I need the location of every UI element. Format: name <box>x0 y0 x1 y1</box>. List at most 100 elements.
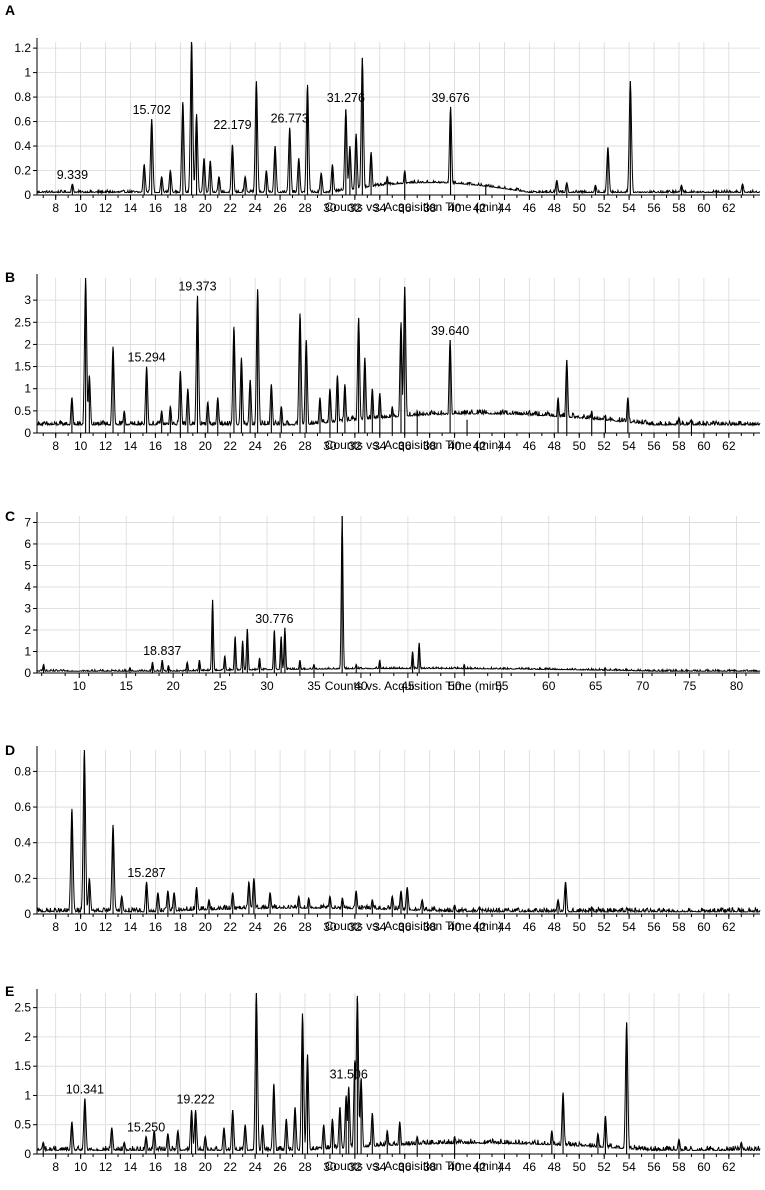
y-tick-label: 2.5 <box>14 1001 31 1015</box>
peak-annotation: 39.640 <box>431 324 469 338</box>
y-tick-label: 1.5 <box>14 1059 31 1073</box>
x-tick-label: 48 <box>548 920 562 934</box>
x-tick-label: 24 <box>248 439 262 453</box>
x-tick-label: 75 <box>683 679 697 693</box>
chromatogram-trace <box>36 278 761 427</box>
x-tick-label: 50 <box>448 679 462 693</box>
y-tick-label: 1 <box>24 66 31 80</box>
x-tick-label: 60 <box>697 439 711 453</box>
y-tick-label: 0.4 <box>14 836 31 850</box>
x-tick-label: 32 <box>348 920 362 934</box>
x-axis-title: Counts vs. Acquisition Time (min) <box>325 1159 502 1173</box>
x-tick-label: 10 <box>73 679 87 693</box>
x-tick-label: 34 <box>373 920 387 934</box>
peak-annotation: 30.776 <box>255 612 293 626</box>
x-tick-label: 56 <box>647 201 661 215</box>
x-tick-label: 52 <box>598 920 612 934</box>
y-tick-label: 0.5 <box>14 1118 31 1132</box>
x-tick-label: 42 <box>473 1160 487 1174</box>
x-tick-label: 36 <box>398 439 412 453</box>
x-tick-label: 12 <box>99 439 113 453</box>
y-tick-label: 7 <box>24 515 31 529</box>
x-tick-label: 60 <box>697 201 711 215</box>
x-tick-label: 36 <box>398 201 412 215</box>
x-tick-label: 10 <box>74 1160 88 1174</box>
x-tick-label: 26 <box>273 1160 287 1174</box>
x-tick-label: 26 <box>273 920 287 934</box>
x-tick-label: 38 <box>423 1160 437 1174</box>
y-tick-label: 1 <box>24 1088 31 1102</box>
x-tick-label: 50 <box>573 1160 587 1174</box>
x-tick-label: 40 <box>354 679 368 693</box>
x-tick-label: 42 <box>473 920 487 934</box>
peak-annotation: 39.676 <box>431 91 469 105</box>
y-tick-label: 5 <box>24 558 31 572</box>
x-tick-label: 40 <box>448 201 462 215</box>
x-axis-title: Counts vs. Acquisition Time (min) <box>325 919 502 933</box>
panel-label: B <box>5 269 15 285</box>
x-tick-label: 10 <box>74 439 88 453</box>
x-tick-label: 38 <box>423 439 437 453</box>
x-tick-label: 10 <box>74 920 88 934</box>
y-tick-label: 0 <box>24 907 31 921</box>
peak-annotation: 15.294 <box>128 351 166 365</box>
x-axis-title: Counts vs. Acquisition Time (min) <box>325 438 502 452</box>
x-tick-label: 48 <box>548 439 562 453</box>
y-tick-label: 1 <box>24 382 31 396</box>
x-tick-label: 62 <box>722 1160 736 1174</box>
x-tick-label: 46 <box>523 1160 537 1174</box>
x-tick-label: 20 <box>199 439 213 453</box>
y-tick-label: 0.8 <box>14 90 31 104</box>
x-tick-label: 8 <box>52 201 59 215</box>
x-tick-label: 34 <box>373 201 387 215</box>
x-tick-label: 24 <box>248 201 262 215</box>
y-tick-label: 1.5 <box>14 360 31 374</box>
x-tick-label: 38 <box>423 920 437 934</box>
peak-annotation: 18.837 <box>143 644 181 658</box>
x-tick-label: 22 <box>224 201 238 215</box>
x-tick-label: 58 <box>672 439 686 453</box>
x-tick-label: 34 <box>373 1160 387 1174</box>
y-tick-label: 6 <box>24 537 31 551</box>
y-tick-label: 1 <box>24 644 31 658</box>
x-tick-label: 56 <box>647 1160 661 1174</box>
peak-annotation: 15.250 <box>127 1120 165 1134</box>
x-tick-label: 28 <box>298 920 312 934</box>
x-tick-label: 50 <box>573 201 587 215</box>
x-tick-label: 30 <box>323 439 337 453</box>
x-tick-label: 44 <box>498 1160 512 1174</box>
x-tick-label: 62 <box>722 201 736 215</box>
x-tick-label: 30 <box>323 201 337 215</box>
x-tick-label: 18 <box>174 1160 188 1174</box>
panel-B: B00.511.522.538 10 12 14 16 18 20 22 24 26 28 30 32 3… <box>5 269 761 453</box>
y-tick-label: 2 <box>24 623 31 637</box>
panel-label: C <box>5 508 15 524</box>
x-tick-label: 14 <box>124 439 138 453</box>
x-tick-label: 10 <box>74 201 88 215</box>
y-tick-label: 0.2 <box>14 871 31 885</box>
x-tick-label: 44 <box>498 201 512 215</box>
x-tick-label: 54 <box>622 201 636 215</box>
peak-annotation: 31.276 <box>327 91 365 105</box>
x-tick-label: 36 <box>398 1160 412 1174</box>
x-axis-title: Counts vs. Acquisition Time (min) <box>325 200 502 214</box>
x-tick-label: 40 <box>448 439 462 453</box>
peak-annotation: 9.339 <box>57 168 88 182</box>
y-tick-label: 0 <box>24 666 31 680</box>
x-tick-label: 34 <box>373 439 387 453</box>
x-tick-label: 45 <box>401 679 415 693</box>
x-tick-label: 56 <box>647 920 661 934</box>
x-tick-label: 20 <box>199 920 213 934</box>
chromatogram-trace <box>36 41 761 195</box>
x-tick-label: 62 <box>722 439 736 453</box>
x-tick-label: 28 <box>298 439 312 453</box>
x-tick-label: 42 <box>473 439 487 453</box>
y-tick-label: 2.5 <box>14 315 31 329</box>
x-tick-label: 70 <box>636 679 650 693</box>
x-tick-label: 18 <box>174 920 188 934</box>
x-tick-label: 18 <box>174 201 188 215</box>
y-tick-label: 0.8 <box>14 764 31 778</box>
peak-annotation: 19.222 <box>176 1092 214 1106</box>
x-tick-label: 46 <box>523 201 537 215</box>
chromatogram-trace <box>36 516 761 673</box>
